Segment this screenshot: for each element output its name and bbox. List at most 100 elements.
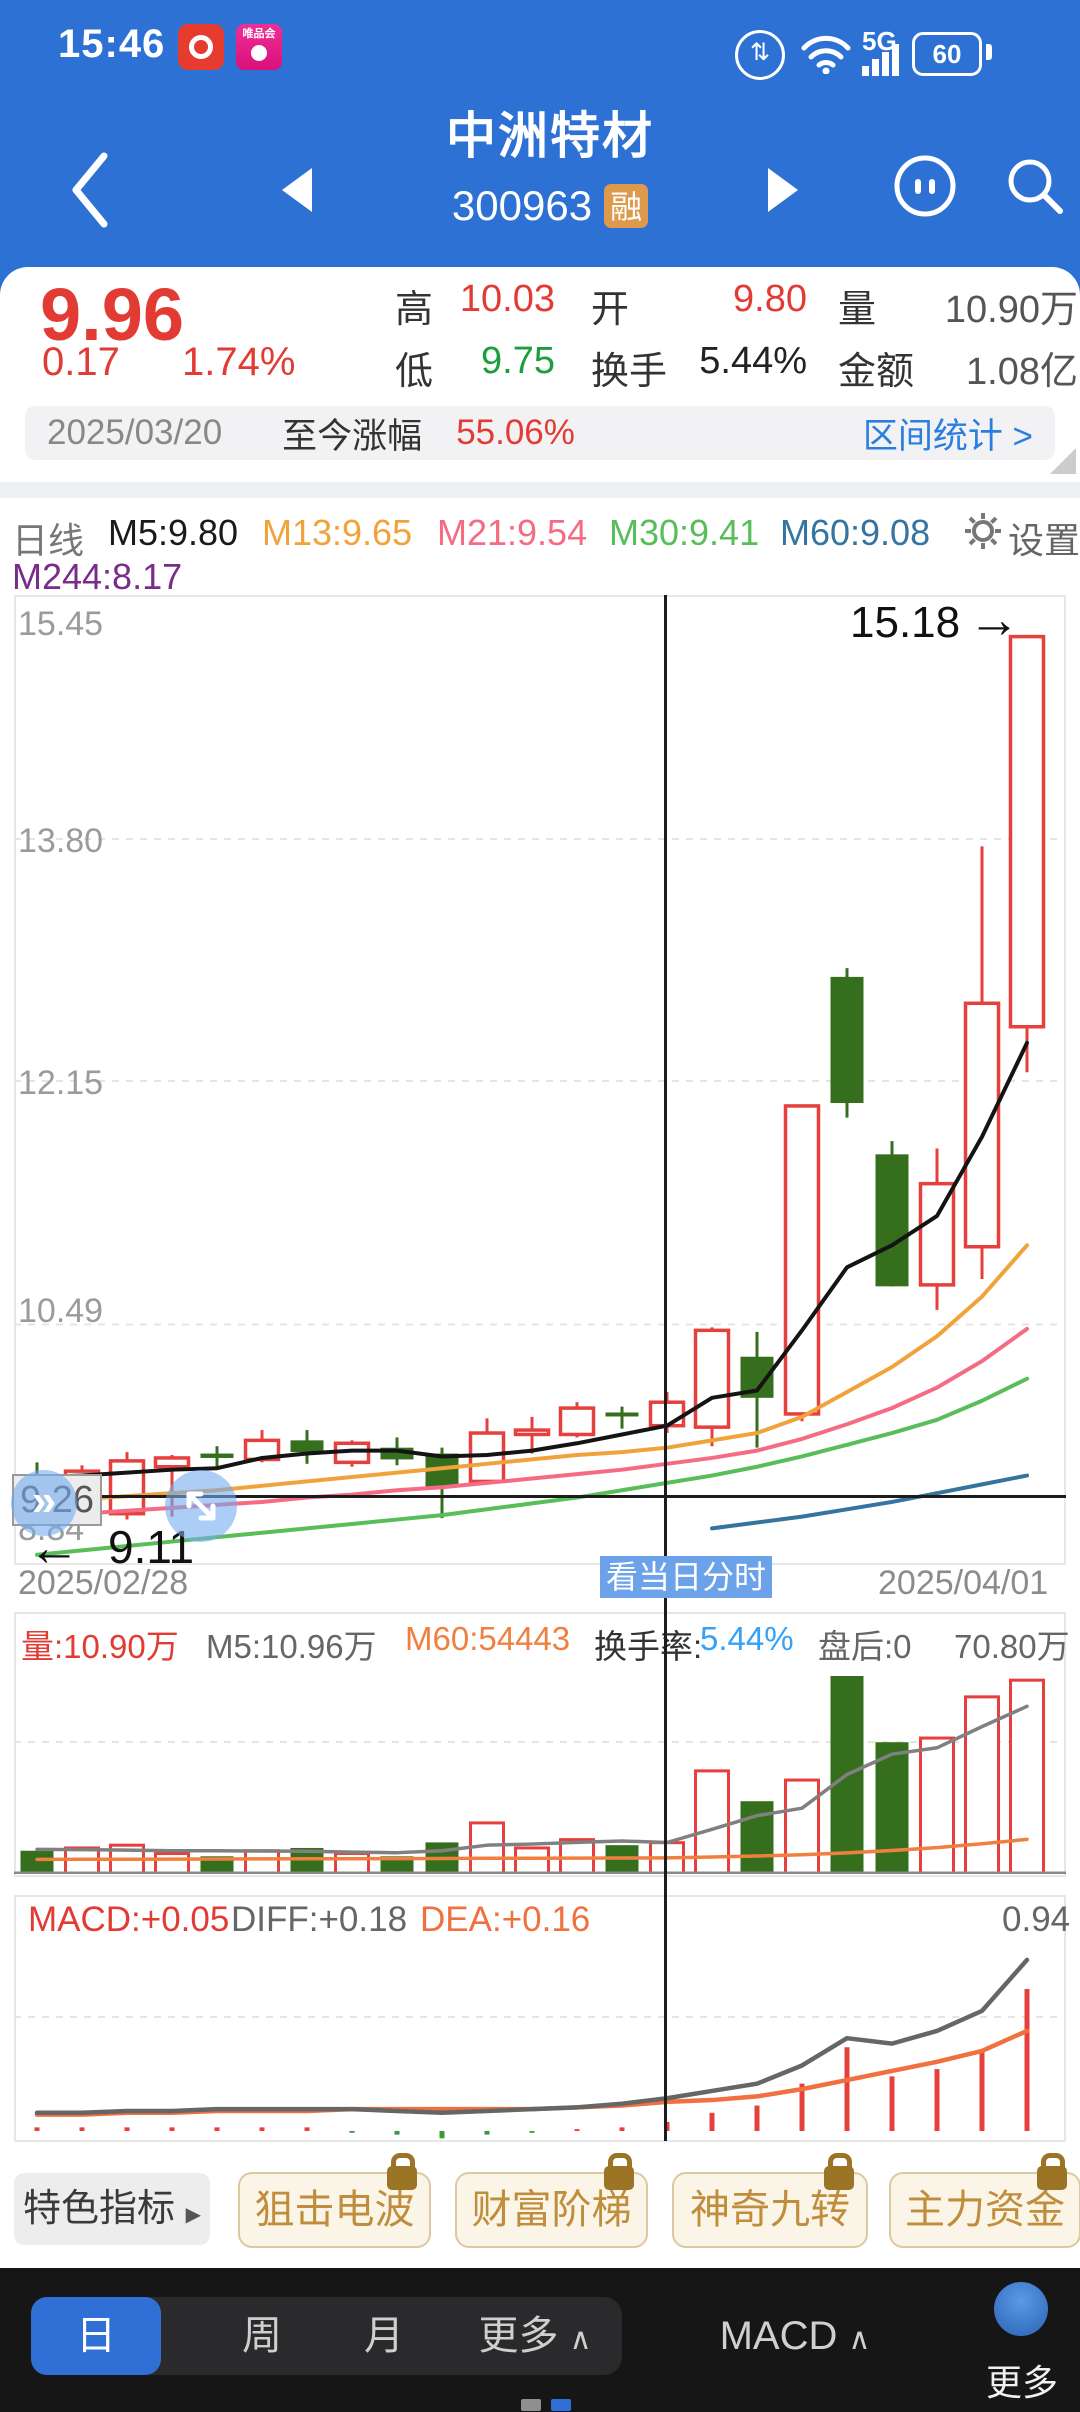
volume-ma5: M5:10.96万 <box>206 1628 377 1665</box>
turnover-rate-label: 换手率: <box>594 1628 703 1665</box>
chevron-up-icon: ∧ <box>569 2323 592 2356</box>
video-app-icon <box>178 24 224 70</box>
volume-current: 量:10.90万 <box>21 1628 179 1665</box>
volume-chart[interactable] <box>14 1668 1066 1874</box>
feature-indicator-menu[interactable]: 特色指标 ▶ <box>14 2173 210 2245</box>
low-value: 9.75 <box>481 340 555 382</box>
settings-button[interactable]: 设置 <box>1008 520 1080 561</box>
main-chart-pane[interactable] <box>14 595 1066 1565</box>
stock-title-block: 中洲特材 300963 融 <box>380 96 720 230</box>
ma60-value: M60:9.08 <box>780 512 931 553</box>
open-label: 开 <box>591 289 630 331</box>
low-label: 低 <box>395 351 434 393</box>
high-annotation: 15.18 <box>850 598 961 647</box>
vip-app-icon: 唯品会 <box>236 24 282 70</box>
high-value: 10.03 <box>459 278 555 320</box>
turnover-value: 5.44% <box>699 340 807 382</box>
profile-more-button[interactable]: 更多 <box>985 2362 1058 2403</box>
price-change: 0.17 <box>42 340 120 384</box>
battery-nub <box>986 44 992 60</box>
stock-code: 300963 <box>451 182 593 229</box>
open-value: 9.80 <box>733 278 807 320</box>
diagonal-arrows-icon <box>186 1491 216 1521</box>
lock-icon <box>387 2153 417 2190</box>
battery-icon: 60 <box>912 32 982 76</box>
tab-day[interactable]: 日 <box>31 2297 161 2375</box>
ma30-value: M30:9.41 <box>609 512 760 553</box>
search-icon[interactable] <box>1002 153 1068 219</box>
prev-stock-button[interactable] <box>282 168 312 212</box>
yaxis-label: 10.49 <box>18 1292 104 1330</box>
xaxis-start-date: 2025/02/28 <box>18 1564 189 1602</box>
locked-button-label: 狙击电波 <box>254 2188 415 2232</box>
more-options-icon[interactable] <box>892 153 958 219</box>
ma244-value: M244:8.17 <box>12 556 183 597</box>
indicator-switcher[interactable]: MACD ∧ <box>690 2297 900 2375</box>
corner-fold <box>1050 448 1076 474</box>
volume-value: 10.90万 <box>944 289 1078 331</box>
candlestick-chart[interactable] <box>14 595 1066 1565</box>
data-saver-icon: ⇅ <box>735 30 785 80</box>
header-background: 15:46 唯品会 ⇅ 5G 60 中洲特材 300963 融 <box>0 0 1080 300</box>
stock-name: 中洲特材 <box>446 108 654 164</box>
locked-button-label: 主力资金 <box>905 2188 1065 2232</box>
locked-indicator-button[interactable]: 主力资金 <box>889 2153 1080 2248</box>
current-price: 9.96 <box>40 273 185 356</box>
macd-scale-max: 0.94 <box>1002 1900 1071 1939</box>
scale-drag-handle[interactable] <box>165 1470 237 1542</box>
crosshair-horizontal[interactable] <box>14 1495 1066 1498</box>
period-switcher: 日 周 月 更多 ∧ <box>31 2297 622 2375</box>
amount-value: 1.08亿 <box>966 351 1078 393</box>
bottom-nav-bar: 日 周 月 更多 ∧ MACD ∧ 更多 <box>0 2268 1080 2412</box>
locked-indicator-button[interactable]: 财富阶梯 <box>455 2153 648 2248</box>
view-intraday-badge[interactable]: 看当日分时 <box>600 1556 772 1598</box>
yaxis-label: 15.45 <box>18 605 104 643</box>
lock-icon <box>1037 2153 1067 2190</box>
high-label: 高 <box>395 289 434 331</box>
range-stats-link[interactable]: 区间统计 > <box>862 416 1033 456</box>
dea-value: DEA:+0.16 <box>420 1900 591 1939</box>
locked-indicator-button[interactable]: 神奇九转 <box>672 2153 868 2248</box>
turnover-rate-value: 5.44% <box>700 1620 794 1657</box>
amount-label: 金额 <box>838 351 915 393</box>
after-hours-volume: 盘后:0 <box>818 1628 912 1665</box>
crosshair-vertical[interactable] <box>664 595 667 2141</box>
double-chevron-icon: » <box>31 1476 57 1525</box>
range-stat-bar[interactable]: 2025/03/20 至今涨幅 55.06% 区间统计 > <box>25 406 1055 460</box>
macd-value: MACD:+0.05 <box>28 1900 230 1939</box>
macd-chart[interactable] <box>14 1948 1066 2140</box>
avatar[interactable] <box>994 2282 1048 2336</box>
period-label: 日线 <box>12 520 85 561</box>
lock-icon <box>824 2153 854 2190</box>
high-arrow-icon: → <box>968 591 1020 649</box>
locked-button-label: 财富阶梯 <box>471 2188 632 2232</box>
yaxis-label: 13.80 <box>18 822 104 860</box>
tab-week[interactable]: 周 <box>242 2314 282 2358</box>
ma21-value: M21:9.54 <box>437 512 588 553</box>
volume-scale-max: 70.80万 <box>954 1628 1070 1665</box>
range-start-date: 2025/03/20 <box>47 413 223 452</box>
more-periods-label: 更多 <box>478 2314 559 2358</box>
gear-icon[interactable] <box>964 512 1002 550</box>
tab-month[interactable]: 月 <box>364 2314 404 2358</box>
xaxis-end-date: 2025/04/01 <box>878 1564 1049 1602</box>
chevron-up-icon: ∧ <box>848 2323 871 2356</box>
ma13-value: M13:9.65 <box>262 512 413 553</box>
turnover-label: 换手 <box>591 351 668 393</box>
lock-icon <box>604 2153 634 2190</box>
ma5-value: M5:9.80 <box>108 512 239 553</box>
range-gain-value: 55.06% <box>456 413 575 452</box>
next-stock-button[interactable] <box>768 168 798 212</box>
locked-indicator-button[interactable]: 狙击电波 <box>238 2153 431 2248</box>
tab-more-periods[interactable]: 更多 ∧ <box>455 2297 615 2375</box>
status-time: 15:46 <box>58 22 166 66</box>
back-button[interactable] <box>68 150 112 230</box>
network-type-label: 5G <box>862 26 897 56</box>
jump-latest-handle[interactable]: » <box>11 1470 77 1536</box>
diff-value: DIFF:+0.18 <box>231 1900 408 1939</box>
feature-menu-arrow-icon: ▶ <box>185 2204 201 2226</box>
wifi-icon <box>801 35 851 74</box>
volume-label: 量 <box>838 289 877 331</box>
range-gain-label: 至今涨幅 <box>282 416 423 456</box>
